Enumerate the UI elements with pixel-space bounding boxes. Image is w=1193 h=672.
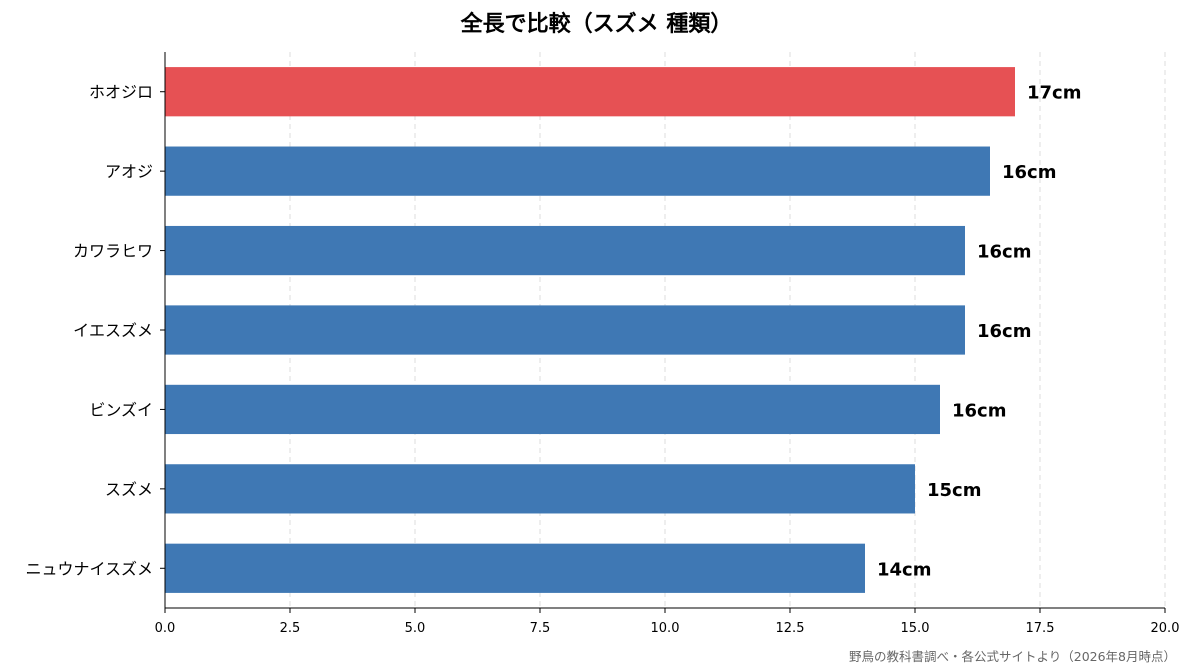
bar — [165, 225, 965, 276]
value-label: 16cm — [977, 321, 1031, 342]
category-label: ビンズイ — [89, 400, 153, 419]
category-label: アオジ — [105, 162, 153, 181]
bar — [165, 305, 965, 355]
value-label: 16cm — [952, 400, 1006, 421]
x-tick-label: 15.0 — [901, 621, 930, 636]
x-tick-label: 0.0 — [155, 621, 176, 636]
bar — [165, 384, 940, 435]
grid-lines — [289, 52, 1166, 608]
category-label: イエスズメ — [73, 321, 153, 340]
category-label: ホオジロ — [89, 83, 153, 102]
bar — [165, 67, 1015, 117]
x-tick-label: 2.5 — [280, 621, 301, 636]
value-label: 17cm — [1027, 83, 1081, 104]
axes — [160, 52, 1166, 613]
category-label: カワラヒワ — [73, 242, 153, 261]
bar — [165, 543, 865, 593]
x-tick-label: 17.5 — [1026, 621, 1055, 636]
chart-title: 全長で比較（スズメ 種類） — [460, 12, 733, 37]
labels: 0.0 2.5 5.0 7.5 10.0 12.5 15.0 17.5 20.0 ホオジロ 17cm… — [25, 83, 1179, 636]
x-tick-label: 20.0 — [1151, 621, 1180, 636]
value-label: 16cm — [1002, 162, 1056, 183]
x-tick-label: 12.5 — [776, 621, 805, 636]
category-label: スズメ — [105, 480, 153, 499]
bar — [165, 146, 990, 196]
bar — [165, 464, 915, 514]
x-tick-label: 7.5 — [530, 621, 551, 636]
value-label: 16cm — [977, 242, 1031, 263]
value-label: 14cm — [877, 559, 931, 580]
x-tick-label: 10.0 — [651, 621, 680, 636]
source-note: 野鳥の教科書調べ・各公式サイトより（2026年8月時点） — [848, 649, 1176, 664]
value-label: 15cm — [927, 480, 981, 501]
x-tick-label: 5.0 — [405, 621, 426, 636]
category-label: ニュウナイスズメ — [25, 559, 153, 578]
bars — [165, 67, 1015, 593]
